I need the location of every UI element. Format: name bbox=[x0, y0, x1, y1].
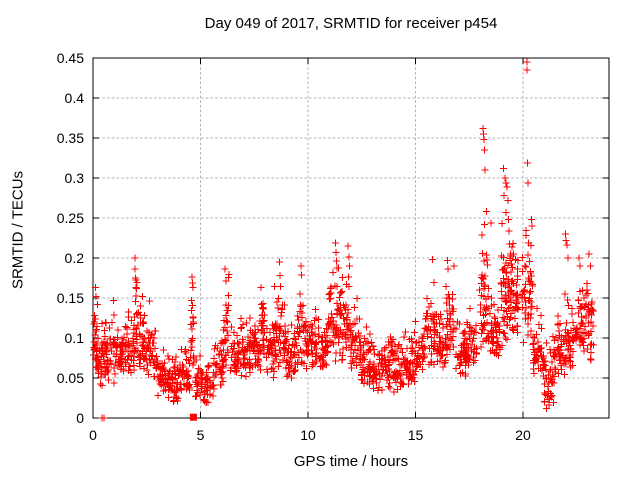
plot-border bbox=[92, 57, 610, 419]
x-tick-label: 15 bbox=[408, 427, 424, 443]
y-tick-label: 0.15 bbox=[57, 290, 84, 306]
y-tick-label: 0.45 bbox=[57, 50, 84, 66]
x-tick-label: 0 bbox=[89, 427, 97, 443]
scatter-points bbox=[90, 58, 597, 422]
chart-title: Day 049 of 2017, SRMTID for receiver p45… bbox=[204, 15, 498, 32]
y-tick-label: 0.4 bbox=[65, 90, 85, 106]
y-tick-label: 0.25 bbox=[57, 210, 84, 226]
x-tick-label: 20 bbox=[515, 427, 531, 443]
y-tick-label: 0 bbox=[76, 410, 84, 426]
y-tick-label: 0.35 bbox=[57, 130, 84, 146]
y-tick-label: 0.2 bbox=[65, 250, 85, 266]
y-tick-label: 0.05 bbox=[57, 370, 84, 386]
zero-cluster-square bbox=[189, 413, 197, 421]
y-tick-label: 0.1 bbox=[65, 330, 85, 346]
x-axis-title: GPS time / hours bbox=[293, 453, 409, 470]
y-tick-label: 0.3 bbox=[65, 170, 85, 186]
x-tick-label: 10 bbox=[300, 427, 316, 443]
x-tick-label: 5 bbox=[197, 427, 205, 443]
